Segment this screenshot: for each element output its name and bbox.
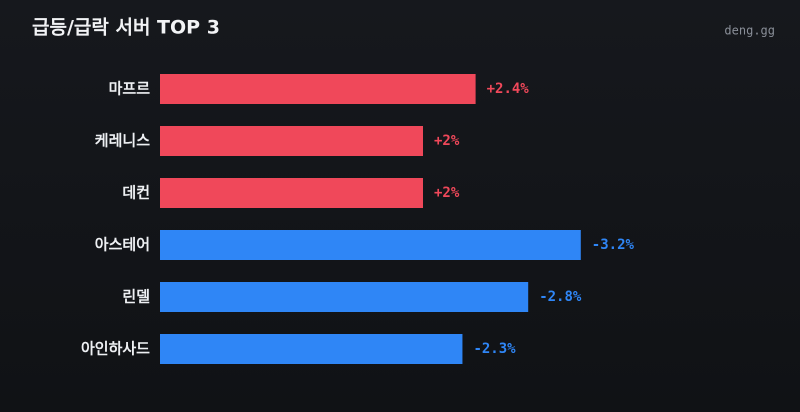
category-label: 케레니스 — [95, 132, 150, 150]
bar — [160, 74, 476, 104]
value-label: +2% — [434, 133, 460, 149]
value-label: -2.3% — [473, 341, 516, 357]
source: deng.gg — [724, 24, 775, 38]
value-label: -2.8% — [539, 289, 582, 305]
bar — [160, 282, 529, 312]
value-label: +2.4% — [487, 81, 530, 97]
category-label: 아인하사드 — [81, 340, 150, 358]
value-label: +2% — [434, 185, 460, 201]
category-label: 린델 — [122, 288, 150, 306]
category-label: 마프르 — [109, 80, 151, 98]
bar — [160, 126, 423, 156]
value-label: -3.2% — [592, 237, 635, 253]
bar — [160, 334, 463, 364]
chart-title: 급등/급락 서버 TOP 3 — [32, 17, 220, 39]
category-label: 데컨 — [122, 184, 150, 202]
bar — [160, 230, 581, 260]
category-label: 아스테어 — [95, 236, 150, 254]
bar — [160, 178, 423, 208]
